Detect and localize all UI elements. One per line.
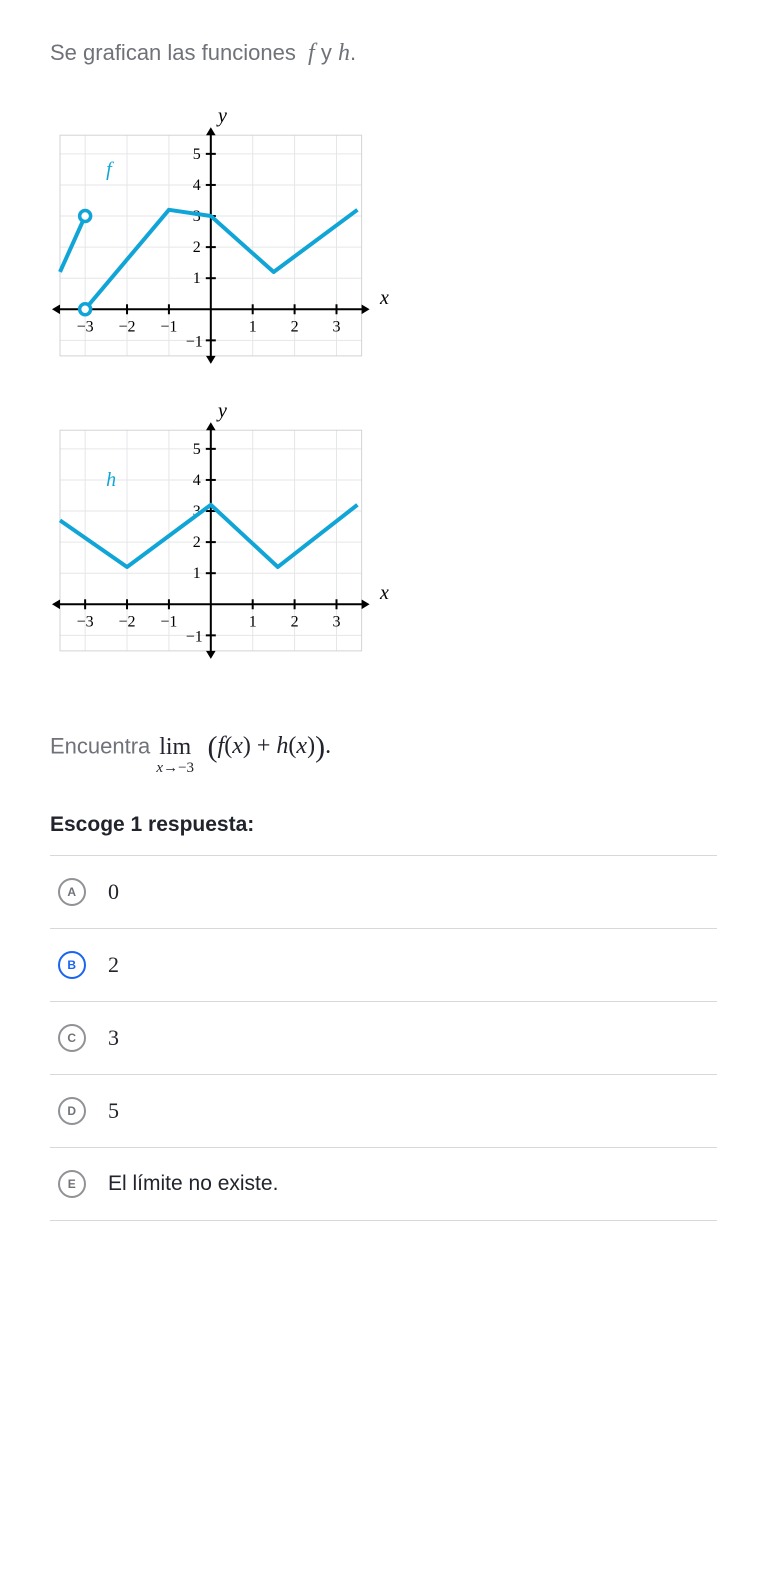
radio-icon: C [58, 1024, 86, 1052]
svg-text:1: 1 [249, 318, 257, 335]
radio-icon: B [58, 951, 86, 979]
answer-label: 0 [108, 879, 119, 905]
answer-label: El límite no existe. [108, 1172, 278, 1196]
choose-label: Escoge 1 respuesta: [50, 813, 717, 837]
chart-f-svg: −3 −2 −1 1 2 3 1 2 3 4 5 −1 f [50, 107, 390, 377]
svg-text:2: 2 [291, 613, 299, 630]
svg-text:−2: −2 [119, 318, 136, 335]
svg-text:1: 1 [193, 270, 201, 287]
answers-list: A0B2C3D5EEl límite no existe. [50, 855, 717, 1221]
svg-text:1: 1 [193, 565, 201, 582]
svg-text:5: 5 [193, 441, 201, 458]
answer-option-c[interactable]: C3 [50, 1002, 717, 1075]
svg-text:−3: −3 [77, 318, 94, 335]
chart-h-svg: −3−2−112312345−1h [50, 402, 390, 672]
radio-icon: E [58, 1170, 86, 1198]
svg-text:−2: −2 [119, 613, 136, 630]
answer-label: 5 [108, 1098, 119, 1124]
svg-text:f: f [106, 159, 114, 181]
answer-option-a[interactable]: A0 [50, 856, 717, 929]
chart-f: y −3 −2 −1 1 2 3 1 2 3 4 5 −1 f x [50, 107, 717, 382]
svg-text:4: 4 [193, 177, 201, 194]
svg-text:h: h [106, 469, 116, 491]
radio-icon: D [58, 1097, 86, 1125]
svg-text:1: 1 [249, 613, 257, 630]
svg-text:2: 2 [193, 239, 201, 256]
svg-text:−1: −1 [186, 333, 203, 350]
svg-text:−1: −1 [160, 613, 177, 630]
y-axis-label: y [218, 105, 227, 128]
y-axis-label: y [218, 400, 227, 423]
svg-text:−1: −1 [160, 318, 177, 335]
answer-option-b[interactable]: B2 [50, 929, 717, 1002]
x-axis-label: x [380, 287, 389, 310]
answer-label: 3 [108, 1025, 119, 1051]
answer-label: 2 [108, 952, 119, 978]
svg-text:3: 3 [332, 318, 340, 335]
chart-h: y −3−2−112312345−1h x [50, 402, 717, 677]
task-prompt: Encuentra lim x→−3 (f(x) + h(x)). [50, 727, 717, 768]
svg-text:4: 4 [193, 472, 201, 489]
svg-text:3: 3 [332, 613, 340, 630]
svg-text:5: 5 [193, 146, 201, 163]
svg-text:3: 3 [193, 208, 201, 225]
svg-text:−1: −1 [186, 628, 203, 645]
svg-text:2: 2 [291, 318, 299, 335]
answer-option-d[interactable]: D5 [50, 1075, 717, 1148]
svg-text:2: 2 [193, 534, 201, 551]
intro-text: Se grafican las funciones f y h. [50, 40, 717, 67]
x-axis-label: x [380, 582, 389, 605]
svg-text:−3: −3 [77, 613, 94, 630]
answer-option-e[interactable]: E El límite no existe. [50, 1148, 717, 1221]
charts-container: y −3 −2 −1 1 2 3 1 2 3 4 5 −1 f x y −3 −2 −1 1 2 3 1 2 3 4 5 −1… [50, 107, 717, 677]
radio-icon: A [58, 878, 86, 906]
